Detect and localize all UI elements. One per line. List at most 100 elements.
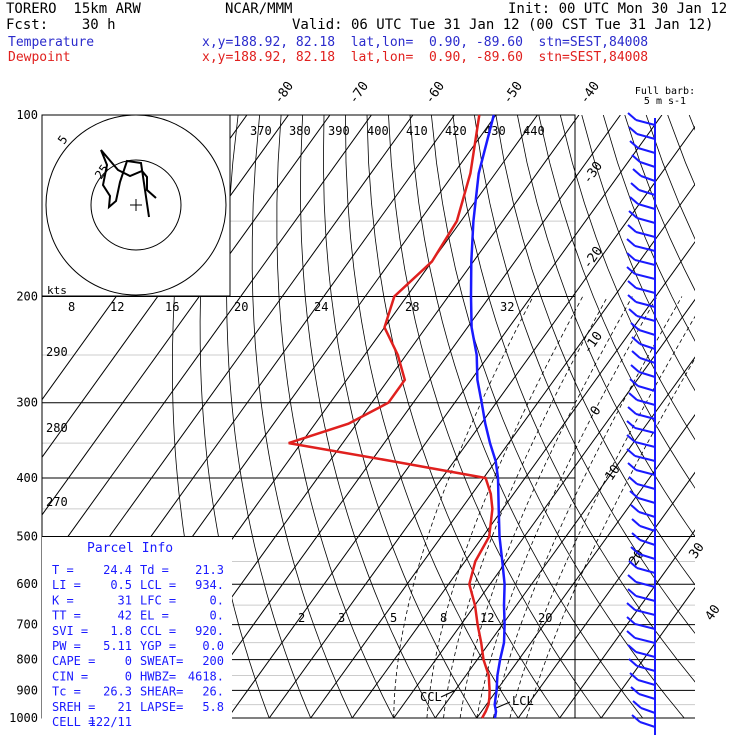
theta-label: 400 [367, 124, 389, 138]
isotherm-label: -60 [422, 79, 448, 107]
temperature-location: x,y=188.92, 82.18 lat,lon= 0.90, -89.60 … [202, 35, 649, 50]
parcel-info-value: 21 [118, 700, 132, 714]
parcel-info-value: 0. [210, 593, 224, 607]
wind-barb [628, 560, 656, 574]
wind-barb [631, 336, 656, 350]
wind-barb [631, 518, 656, 532]
pressure-tick-label: 1000 [9, 711, 38, 725]
wind-barb [629, 672, 656, 686]
parcel-info-label: TT = [52, 609, 81, 623]
pressure-tick-label: 600 [16, 577, 38, 591]
wind-barb [630, 504, 656, 518]
pressure-tick-label: 400 [16, 471, 38, 485]
isotherm-label: -80 [271, 79, 297, 107]
temperature-line [469, 114, 506, 719]
wind-barb [630, 364, 656, 378]
moist-adiabats [393, 296, 695, 718]
dry-adiabat-line [538, 115, 695, 489]
wind-barb [626, 448, 656, 462]
hodograph-ring [45, 115, 227, 296]
wind-barb [627, 588, 656, 602]
parcel-info-label: LAPSE= [140, 700, 183, 714]
wind-barb [627, 574, 656, 588]
isotherm-label: -10 [580, 329, 606, 357]
parcel-info-label: LI = [52, 578, 81, 592]
isotherms [42, 115, 695, 718]
moist-adiabat-line [426, 296, 584, 718]
dry-adiabat-line [495, 115, 695, 586]
parcel-info-bg [42, 537, 232, 719]
mixing-ratio-label: 16 [165, 300, 179, 314]
isotherm-label: 20 [626, 547, 647, 568]
parcel-info-value: 122/11 [89, 715, 132, 729]
mixing-ratio-label: 2 [298, 611, 305, 625]
parcel-info-value: 0 [125, 669, 132, 683]
dry-adiabat-line [226, 115, 312, 718]
hodograph-ring-label: 25 [92, 162, 112, 182]
moist-adiabat-line [459, 296, 633, 718]
wind-barb [631, 154, 656, 168]
dry-adiabat-line [517, 115, 695, 538]
parcel-info-label: SREH = [52, 700, 95, 714]
parcel-info-label: CELL = [52, 715, 95, 729]
dry-adiabat-line [732, 115, 740, 718]
dry-adiabat-line [688, 115, 695, 131]
isotherm-label: -20 [580, 244, 606, 272]
lcl-arrow [495, 701, 511, 709]
isotherm-label: -30 [580, 159, 606, 187]
wind-barb [629, 140, 656, 154]
mixing-ratio-label: 12 [110, 300, 124, 314]
theta-label: 420 [445, 124, 467, 138]
parcel-info-label: SWEAT= [140, 654, 183, 668]
dry-adiabat-line [667, 115, 695, 187]
dry-adiabat-line [251, 115, 353, 718]
lcl-annotation: LCL [512, 694, 534, 708]
theta-left-label: 290 [46, 345, 68, 359]
mixing-ratio-label: 32 [500, 300, 514, 314]
theta-label: 390 [328, 124, 350, 138]
parcel-info-label: EL = [140, 609, 169, 623]
ccl-arrow [440, 689, 457, 698]
mixing-ratio-label: 20 [538, 611, 552, 625]
mixing-ratio-label: 3 [338, 611, 345, 625]
wind-barb [629, 196, 656, 210]
dry-adiabat-line [366, 115, 561, 718]
pressure-tick-label: 100 [16, 108, 38, 122]
parcel-info-value: 0 [125, 654, 132, 668]
parcel-info-label: SVI = [52, 624, 88, 638]
isotherm-line [559, 529, 695, 718]
isotherm-line [600, 586, 695, 718]
wind-barb [628, 658, 656, 672]
isotherm-line [42, 115, 372, 574]
pressure-tick-label: 800 [16, 653, 38, 667]
model-label: TORERO 15km ARW [6, 1, 141, 17]
hodograph [41, 114, 231, 297]
mixing-ratio-label: 8 [68, 300, 75, 314]
dry-adiabat-line [431, 115, 685, 718]
theta-label: 380 [289, 124, 311, 138]
mixing-ratio-label: 28 [405, 300, 419, 314]
theta-label: 410 [406, 124, 428, 138]
isotherm-label: 10 [602, 462, 623, 483]
wind-barbs [626, 112, 656, 735]
moist-adiabat-line [476, 296, 658, 718]
wind-barb [626, 630, 656, 644]
pressure-tick-label: 200 [16, 290, 38, 304]
parcel-info-label: Tc = [52, 685, 81, 699]
wind-barb [632, 700, 656, 714]
isotherm-line [351, 241, 695, 718]
dewpoint-line [288, 114, 494, 719]
isotherm-label: 40 [702, 602, 723, 623]
hodograph-units: kts [47, 284, 67, 297]
dry-adiabats [171, 115, 740, 718]
parcel-info-value: 0. [210, 609, 224, 623]
pressure-tick-label: 900 [16, 683, 38, 697]
parcel-info-label: CAPE = [52, 654, 95, 668]
parcel-info-value: 21.3 [195, 563, 224, 577]
parcel-info-label: HWBZ= [140, 669, 176, 683]
hodograph-ring [90, 159, 182, 251]
wind-barb [627, 644, 656, 658]
dry-adiabat-line [409, 115, 644, 718]
parcel-info-label: K = [52, 593, 74, 607]
